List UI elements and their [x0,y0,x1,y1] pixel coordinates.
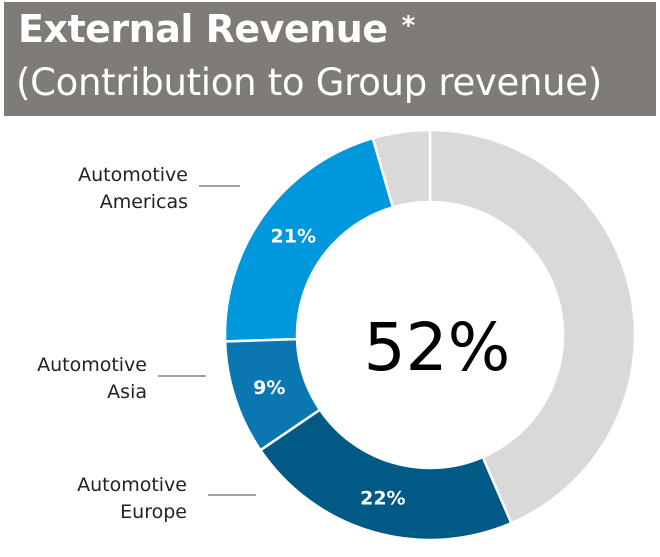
segment-labels: 21% 9% 22% Automotive Americas Automotive Asia… [37,164,406,523]
category-label: Asia [107,381,147,403]
chart-subtitle: (Contribution to Group revenue) [16,61,602,104]
category-label: Europe [120,501,187,523]
category-label: Automotive [78,164,188,186]
chart-header: External Revenue * (Contribution to Group… [4,2,656,116]
segment-automotive-europe [258,408,514,542]
segment-value-label: 22% [360,487,405,509]
donut-segments [223,128,637,542]
segment-value-label: 21% [271,226,316,248]
category-label: Automotive [77,474,187,496]
segment-rest-bottom [428,128,637,525]
title-line: External Revenue * [18,10,415,48]
title-asterisk: * [401,11,416,41]
segment-automotive-asia [223,337,322,452]
category-label: Automotive [37,354,147,376]
category-label: Americas [100,191,188,213]
segment-gap-top [371,128,432,209]
center-value: 52% [364,309,511,386]
chart-title: External Revenue [18,7,388,51]
segment-value-label: 9% [253,377,285,399]
